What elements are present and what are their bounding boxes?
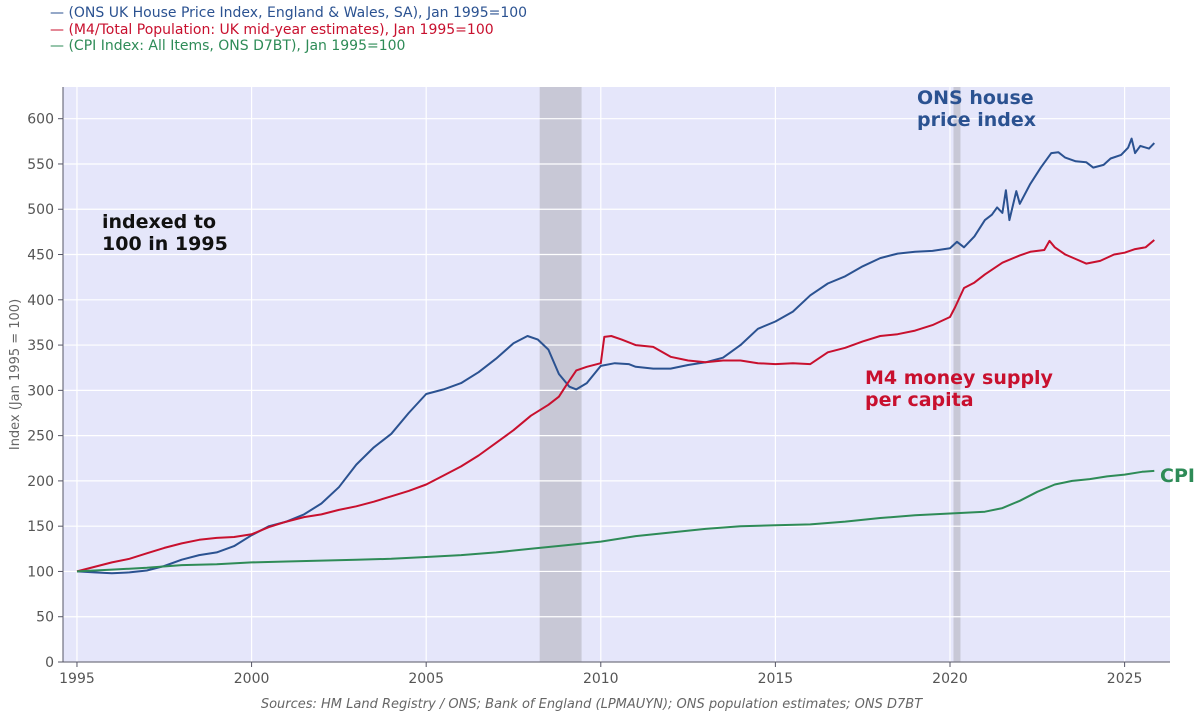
x-tick-label-2010: 2010 <box>583 671 619 687</box>
x-tick-label-2015: 2015 <box>758 671 794 687</box>
legend-entry-m4: — (M4/Total Population: UK mid-year esti… <box>50 21 494 38</box>
y-tick-label-550: 550 <box>27 157 54 173</box>
y-tick-label-300: 300 <box>27 383 54 399</box>
y-tick-label-350: 350 <box>27 338 54 354</box>
y-tick-label-450: 450 <box>27 248 54 264</box>
annotation-indexed-line-1: 100 in 1995 <box>102 233 228 255</box>
annotation-cpi: CPI <box>1160 465 1195 487</box>
recession-band-1 <box>953 87 961 662</box>
legend-entry-cpi: — (CPI Index: All Items, ONS D7BT), Jan … <box>50 38 406 54</box>
y-tick-label-0: 0 <box>45 655 54 671</box>
x-tick-label-1995: 1995 <box>59 671 95 687</box>
y-tick-label-250: 250 <box>27 429 54 445</box>
annotation-house-price-line-0: ONS house <box>917 87 1034 109</box>
legend: — (ONS UK House Price Index, England & W… <box>50 5 527 55</box>
x-tick-label-2025: 2025 <box>1107 671 1143 687</box>
annotation-house-price-line-1: price index <box>917 109 1036 131</box>
x-tick-label-2020: 2020 <box>932 671 968 687</box>
y-tick-label-500: 500 <box>27 202 54 218</box>
y-tick-label-400: 400 <box>27 293 54 309</box>
y-tick-label-200: 200 <box>27 474 54 490</box>
annotation-m4-line-0: M4 money supply <box>865 367 1054 389</box>
x-tick-label-2005: 2005 <box>408 671 444 687</box>
x-tick-label-2000: 2000 <box>234 671 270 687</box>
annotation-indexed-line-0: indexed to <box>102 211 216 233</box>
recession-band-0 <box>539 87 582 662</box>
source-note: Sources: HM Land Registry / ONS; Bank of… <box>261 697 923 712</box>
y-tick-label-150: 150 <box>27 519 54 535</box>
cpi-line <box>76 469 1155 573</box>
plot-background <box>63 87 1170 662</box>
legend-entry-house-price: — (ONS UK House Price Index, England & W… <box>50 5 528 21</box>
y-tick-label-50: 50 <box>36 610 54 626</box>
m4-per-capita-line <box>76 239 1155 573</box>
y-tick-label-600: 600 <box>27 112 54 128</box>
y-axis-label: Index (Jan 1995 = 100) <box>8 299 23 450</box>
annotation-m4-line-1: per capita <box>865 389 974 411</box>
y-tick-label-100: 100 <box>27 564 54 580</box>
house-price-line <box>76 137 1156 575</box>
